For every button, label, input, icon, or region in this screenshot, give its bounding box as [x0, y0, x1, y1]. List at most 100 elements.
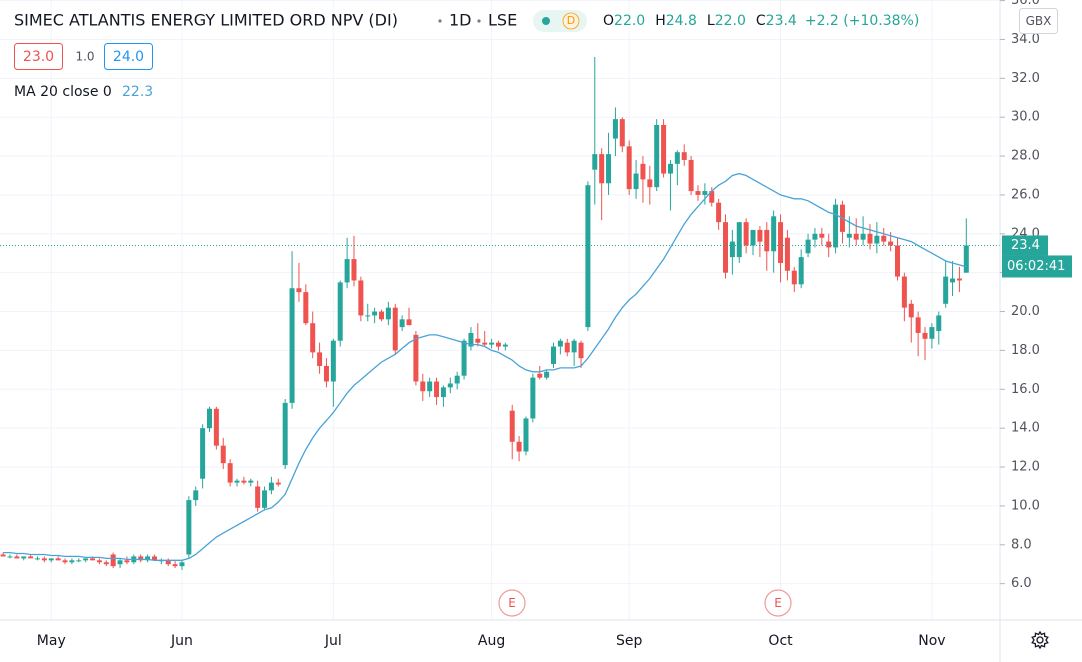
candle-body [860, 233, 866, 240]
candle-body [612, 119, 618, 139]
candle-body [647, 179, 653, 188]
change: +2.2 (+10.38%) [805, 13, 919, 29]
candle-body [440, 387, 446, 398]
candle-body [76, 560, 82, 562]
value: 23.4 [766, 13, 797, 29]
value: 24.8 [666, 13, 697, 29]
candle-body [323, 365, 329, 382]
candle-body [358, 280, 364, 316]
currency[interactable]: GBX [1026, 14, 1052, 28]
candle-body [530, 377, 536, 419]
candle-body [654, 124, 660, 188]
candle-body [626, 146, 632, 190]
event-label[interactable]: E [508, 596, 516, 610]
candle-body [915, 317, 921, 333]
last-price-box [1002, 235, 1048, 256]
candle-body [551, 346, 556, 365]
y-tick-label: 36.0 [1011, 0, 1040, 8]
candle-body [268, 482, 274, 491]
candle-body [798, 257, 804, 285]
candle-body [399, 319, 405, 328]
candle-body [55, 558, 61, 561]
candle-body [592, 154, 598, 170]
currency-box[interactable] [1019, 8, 1058, 34]
candle-body [69, 560, 75, 563]
sell-price[interactable]: 23.0 [23, 49, 54, 65]
candle-body [688, 159, 694, 192]
candle-body [151, 556, 157, 561]
y-tick-label: 32.0 [1011, 71, 1040, 86]
candle-body [778, 222, 784, 263]
candle-body [805, 239, 811, 254]
candle-body [537, 373, 543, 378]
candle-body [509, 410, 515, 442]
sell-button[interactable] [14, 43, 63, 70]
candle-body [420, 381, 426, 392]
candle-body [138, 556, 144, 561]
market-status-dot [542, 17, 550, 25]
candle-body [812, 233, 818, 240]
ohlc-legend: O22.0 H24.8 L22.0 C23.4 +2.2 (+10.38%) [603, 13, 919, 29]
candle-body [544, 371, 550, 378]
separator [477, 19, 481, 23]
candle-body [709, 191, 715, 203]
candle-body [365, 315, 371, 317]
candle-body [330, 340, 336, 382]
candle-body [385, 307, 391, 320]
candle-body [674, 152, 680, 164]
label: C [756, 13, 766, 29]
x-tick-label: Oct [768, 633, 793, 649]
value: 22.0 [614, 13, 645, 29]
candle-body [922, 332, 928, 339]
label: H [655, 13, 666, 29]
last-price-label: 23.4 [1011, 238, 1040, 253]
candle-body [193, 490, 199, 501]
candle-body [833, 204, 839, 248]
interval: 1D [449, 11, 472, 30]
buy-price[interactable]: 24.0 [113, 49, 144, 65]
indicator-name: MA 20 close 0 [14, 84, 112, 100]
candle-body [846, 233, 852, 238]
spread: 1.0 [75, 50, 94, 64]
x-tick-label: Jun [170, 633, 193, 649]
y-tick-label: 34.0 [1011, 32, 1040, 47]
candle-body [929, 327, 935, 339]
buy-button[interactable] [104, 43, 153, 70]
candle-body [317, 352, 323, 366]
candle-body [523, 418, 529, 452]
candle-body [475, 338, 481, 343]
candle-body [427, 381, 433, 392]
grid [0, 0, 1000, 620]
candle-body [950, 278, 956, 283]
candle-body [578, 342, 584, 359]
candle-body [874, 235, 880, 244]
candle-body [681, 152, 687, 160]
earnings-event[interactable] [764, 589, 792, 617]
y-tick-label: 10.0 [1011, 498, 1040, 513]
candle-body [482, 342, 488, 345]
indicator-value: 22.3 [122, 84, 153, 100]
candle-body [901, 276, 907, 308]
candle-body [743, 222, 749, 246]
candle-body [489, 342, 495, 345]
candle-body [661, 124, 667, 174]
candle-body [303, 292, 309, 324]
candle-body [716, 202, 722, 223]
event-label[interactable]: E [774, 596, 782, 610]
gear-hub[interactable] [1036, 636, 1044, 644]
settings-icon[interactable] [1031, 630, 1049, 650]
candle-body [908, 303, 914, 318]
candle-body [853, 233, 859, 240]
candle-body [310, 323, 316, 353]
x-tick-label: Jul [324, 633, 342, 649]
candle-body [145, 556, 151, 561]
label: O [603, 13, 614, 29]
candle-body [956, 278, 962, 281]
earnings-event[interactable] [498, 589, 526, 617]
x-tick-label: May [37, 633, 66, 649]
candle-body [248, 480, 254, 483]
candle-body [791, 270, 797, 285]
gear-outline[interactable] [1031, 630, 1049, 650]
candle-body [227, 463, 233, 483]
